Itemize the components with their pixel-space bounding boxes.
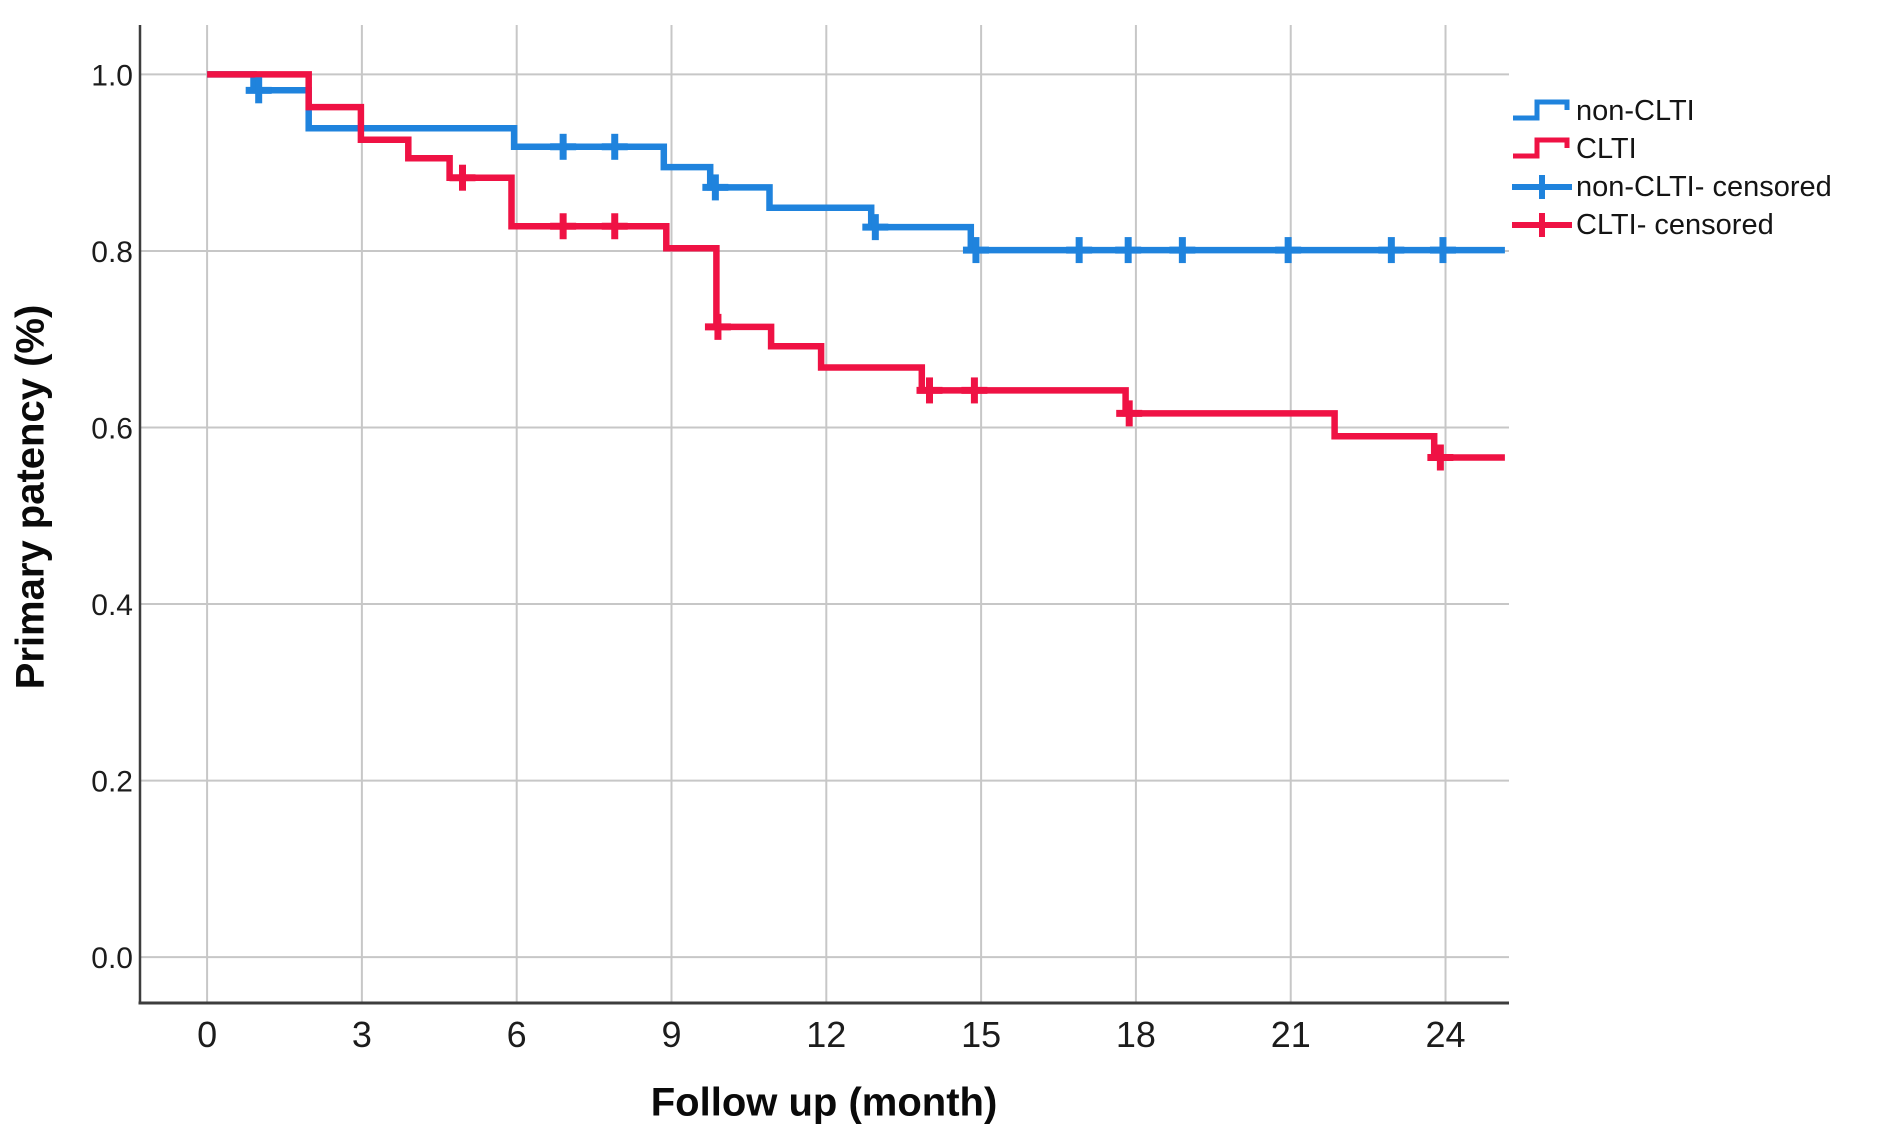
legend-label-clti: CLTI bbox=[1576, 132, 1637, 165]
non-clti-censored-plus-icon bbox=[1512, 175, 1572, 199]
y-axis-title: Primary patency (%) bbox=[8, 304, 53, 690]
clti-censored-plus-icon bbox=[1512, 213, 1572, 237]
clti-censor-marks bbox=[449, 164, 1454, 471]
legend-item-clti: CLTI bbox=[1511, 130, 1832, 168]
y-tick-label: 0.6 bbox=[91, 412, 133, 445]
legend-item-non-clti-censored: non-CLTI- censored bbox=[1511, 168, 1832, 206]
clti-step-line-glyph bbox=[1513, 137, 1570, 159]
y-tick-label: 0.4 bbox=[91, 589, 133, 622]
x-tick-label: 21 bbox=[1271, 1014, 1311, 1055]
legend-item-non-clti: non-CLTI bbox=[1511, 92, 1832, 130]
legend-item-clti-censored: CLTI- censored bbox=[1511, 206, 1832, 244]
x-tick-label: 0 bbox=[197, 1014, 217, 1055]
clti-curve bbox=[207, 71, 1505, 461]
x-axis-title: Follow up (month) bbox=[650, 1080, 998, 1125]
legend-label-non-clti: non-CLTI bbox=[1576, 94, 1695, 127]
gridlines bbox=[140, 25, 1509, 1003]
x-tick-label: 3 bbox=[352, 1014, 372, 1055]
non-clti-censor-marks bbox=[245, 77, 1456, 264]
tick-labels: 0 3 6 9 12 15 18 21 24 1.0 0.8 0.6 0.4 0.2 0.0 bbox=[91, 59, 1465, 1055]
y-tick-label: 0.2 bbox=[91, 766, 133, 799]
x-tick-label: 18 bbox=[1116, 1014, 1156, 1055]
non-clti-step-line-glyph bbox=[1513, 99, 1570, 121]
x-tick-label: 9 bbox=[661, 1014, 681, 1055]
legend-label-non-clti-censored: non-CLTI- censored bbox=[1576, 170, 1832, 203]
y-tick-label: 0.0 bbox=[91, 942, 133, 975]
x-tick-label: 15 bbox=[961, 1014, 1001, 1055]
x-tick-label: 12 bbox=[806, 1014, 846, 1055]
x-tick-label: 6 bbox=[507, 1014, 527, 1055]
legend: non-CLTI CLTI non-CLTI- censored CLTI- c… bbox=[1511, 92, 1832, 244]
y-tick-label: 1.0 bbox=[91, 59, 133, 92]
y-tick-label: 0.8 bbox=[91, 236, 133, 269]
x-tick-label: 24 bbox=[1426, 1014, 1466, 1055]
non-clti-curve bbox=[207, 71, 1505, 254]
legend-label-clti-censored: CLTI- censored bbox=[1576, 208, 1774, 241]
